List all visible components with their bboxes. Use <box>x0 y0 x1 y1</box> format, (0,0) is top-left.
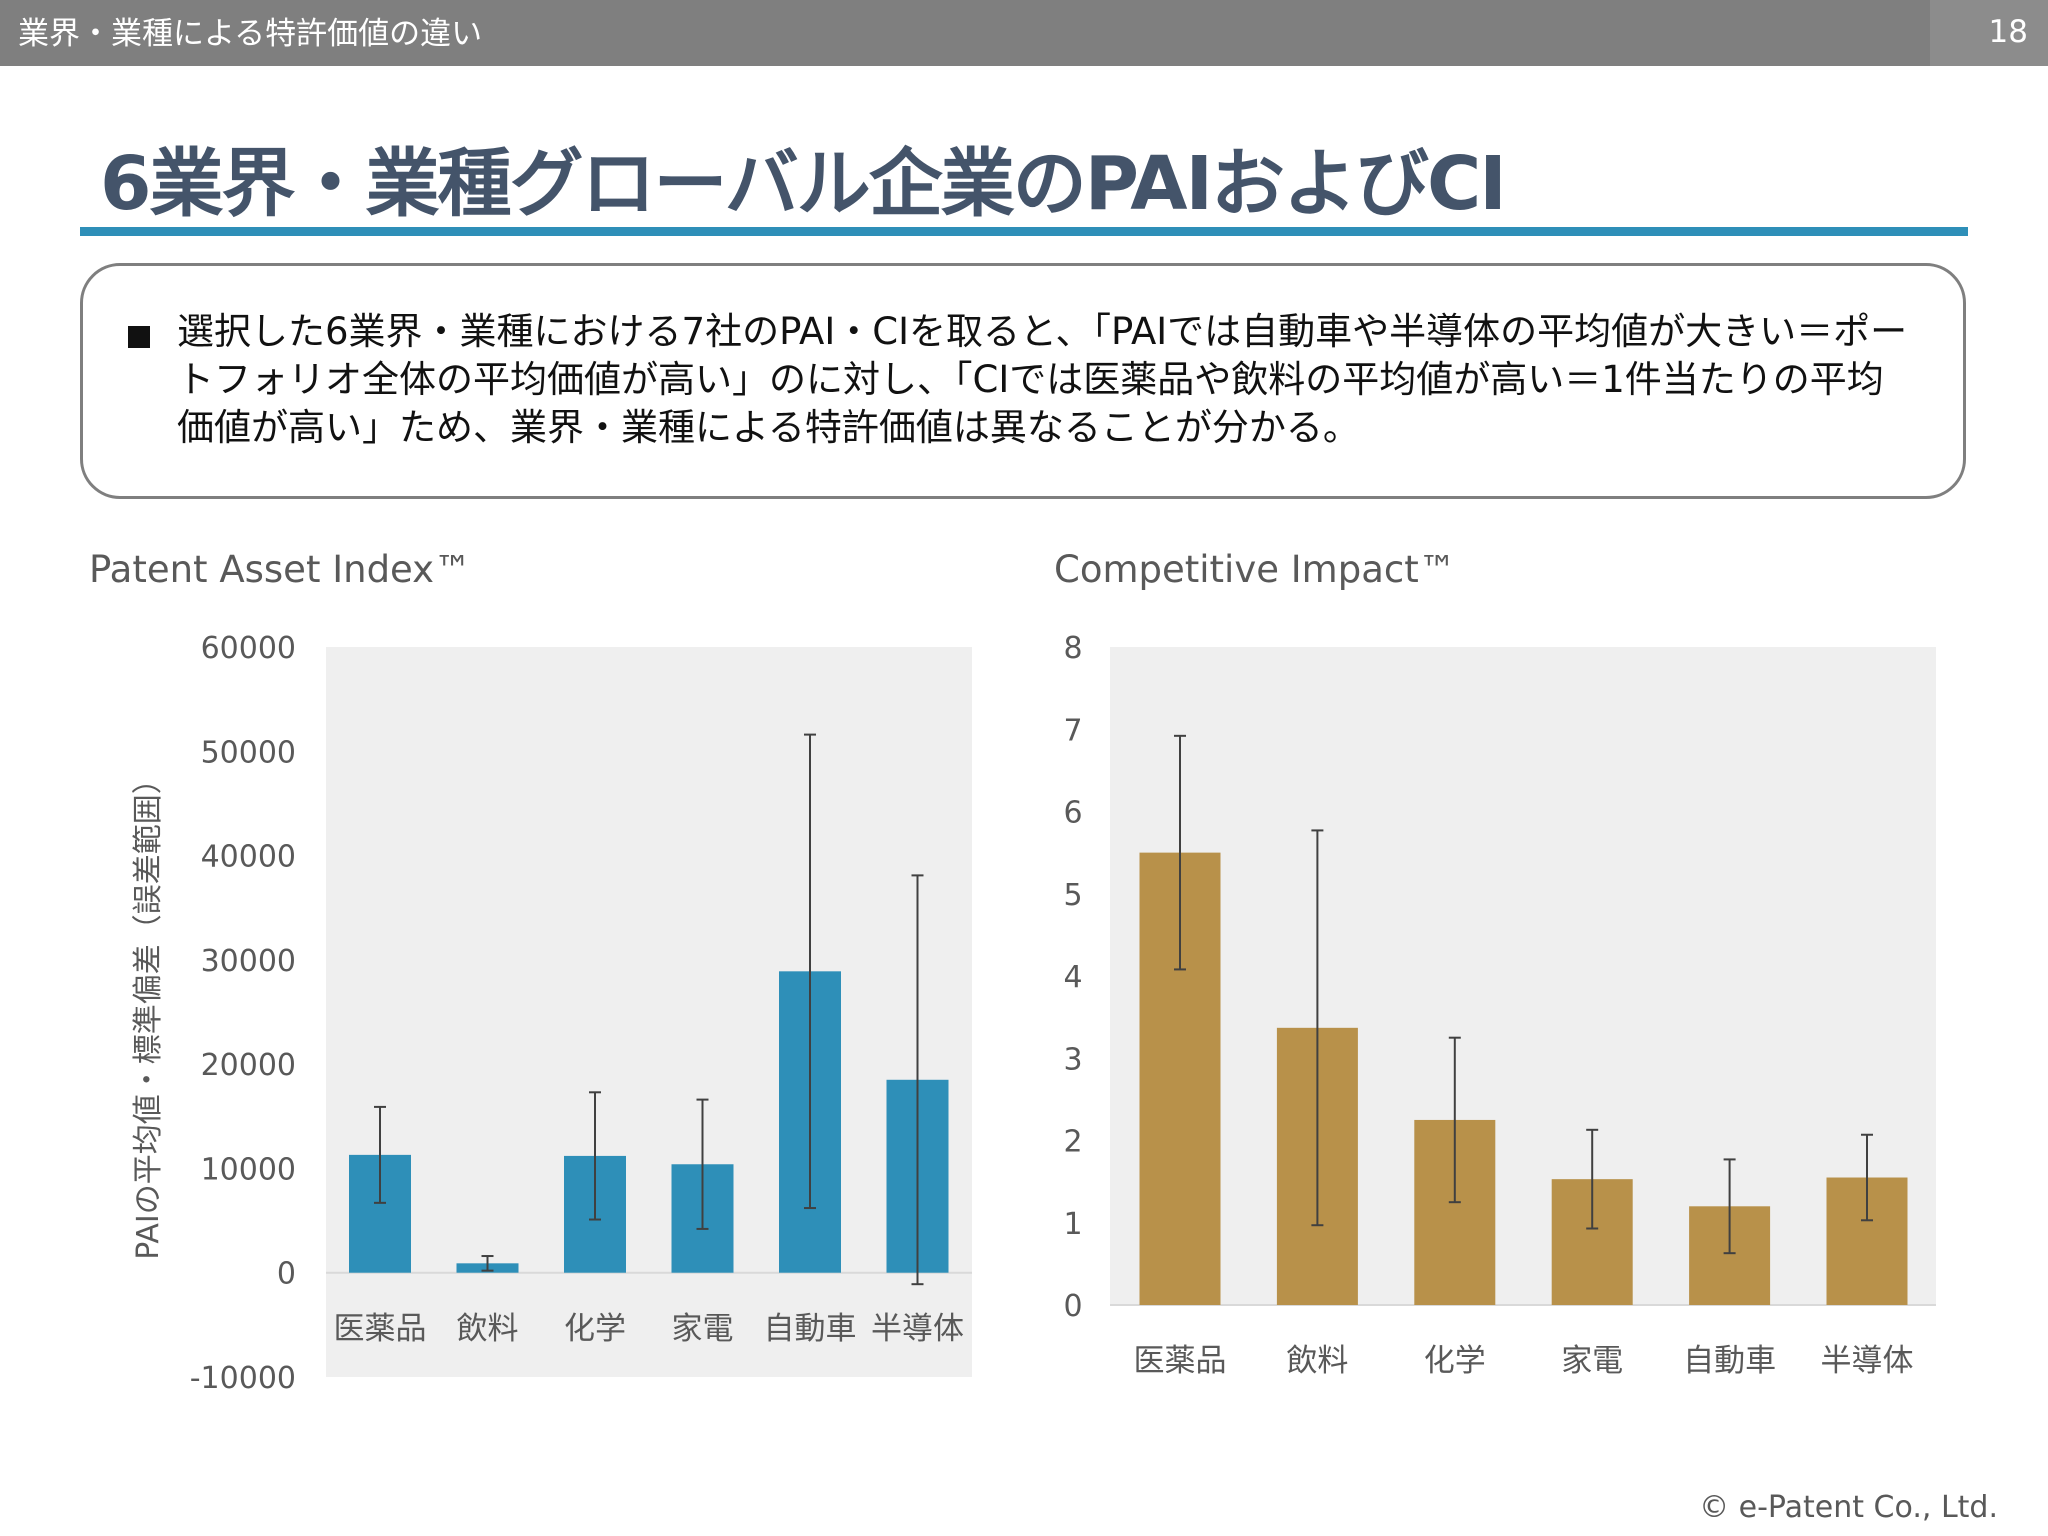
summary-box: 選択した6業界・業種における7社のPAI・CIを取ると、「PAIでは自動車や半導… <box>80 263 1966 499</box>
pai-ytick-label: 10000 <box>201 1152 296 1187</box>
ci-category-label: 化学 <box>1424 1343 1486 1379</box>
ci-category-label: 医薬品 <box>1134 1343 1227 1379</box>
pai-category-label: 自動車 <box>764 1311 857 1347</box>
ci-ytick-label: 6 <box>1063 796 1082 831</box>
section-title: 業界・業種による特許価値の違い <box>18 16 483 52</box>
ci-ytick-label: 7 <box>1063 713 1082 748</box>
ci-category-label: 半導体 <box>1821 1343 1914 1379</box>
ci-ytick-label: 5 <box>1063 878 1082 913</box>
pai-plot-area <box>326 647 972 1377</box>
pai-category-label: 飲料 <box>457 1311 519 1347</box>
pai-chart-title: Patent Asset Index™ <box>89 548 472 591</box>
ci-ytick-label: 1 <box>1063 1207 1082 1242</box>
ci-ytick-label: 4 <box>1063 960 1082 995</box>
pai-ylabel: PAIの平均値・標準偏差（誤差範囲） <box>131 764 166 1260</box>
ci-category-label: 飲料 <box>1286 1343 1348 1379</box>
title-underline <box>80 227 1968 236</box>
ci-ytick-label: 2 <box>1063 1125 1082 1160</box>
summary-text: 選択した6業界・業種における7社のPAI・CIを取ると、「PAIでは自動車や半導… <box>177 310 1908 449</box>
pai-ytick-label: 0 <box>277 1257 296 1292</box>
pai-category-label: 医薬品 <box>334 1311 427 1347</box>
ci-ytick-label: 3 <box>1063 1042 1082 1077</box>
pai-ytick-label: 20000 <box>201 1048 296 1083</box>
header-bar: 業界・業種による特許価値の違い 18 <box>0 0 2048 66</box>
page-title: 6業界・業種グローバル企業のPAIおよびCI <box>100 141 1507 227</box>
ci-ytick-label: 8 <box>1063 631 1082 666</box>
pai-ytick-label: 50000 <box>201 735 296 770</box>
page-number: 18 <box>1930 0 2048 66</box>
ci-category-label: 家電 <box>1561 1343 1623 1379</box>
square-bullet-icon <box>128 326 150 348</box>
ci-chart-title: Competitive Impact™ <box>1054 548 1456 591</box>
pai-ytick-label: 60000 <box>201 631 296 666</box>
pai-ytick-label: -10000 <box>190 1361 296 1396</box>
pai-category-label: 半導体 <box>871 1311 964 1347</box>
copyright: © e-Patent Co., Ltd. <box>1699 1490 1998 1525</box>
pai-ytick-label: 30000 <box>201 944 296 979</box>
pai-ytick-label: 40000 <box>201 840 296 875</box>
ci-category-label: 自動車 <box>1683 1343 1776 1379</box>
pai-category-label: 家電 <box>672 1311 734 1347</box>
ci-ytick-label: 0 <box>1063 1289 1082 1324</box>
ci-plot-area <box>1110 647 1936 1305</box>
pai-category-label: 化学 <box>564 1311 626 1347</box>
